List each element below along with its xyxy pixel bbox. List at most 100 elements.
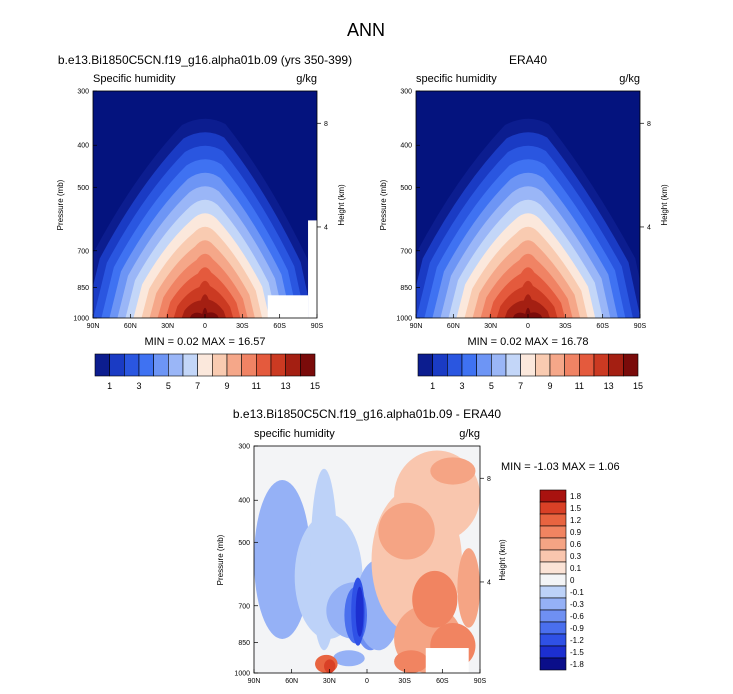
colorbar-label: 0 <box>570 576 575 585</box>
colorbar-label: 9 <box>547 381 552 391</box>
colorbar-swatch <box>285 353 301 377</box>
colorbar-label: 0.9 <box>570 528 582 537</box>
panel-diff-ylabel: Pressure (mb) <box>216 534 225 585</box>
colorbar-label: -0.9 <box>570 624 584 633</box>
x-tick-label: 90S <box>474 678 487 685</box>
contour-band <box>181 294 227 318</box>
y-tick-label: 400 <box>77 143 89 150</box>
colorbar-label: 1.2 <box>570 516 582 525</box>
colorbar-swatch <box>539 657 567 671</box>
contour-band <box>254 480 311 639</box>
colorbar-swatch <box>182 353 198 377</box>
contour-band <box>324 659 336 673</box>
x-tick-label: 30S <box>398 678 411 685</box>
y-tick-label: 300 <box>238 444 250 451</box>
panel-model-right-label: g/kg <box>296 73 317 85</box>
x-tick-label: 60S <box>436 678 449 685</box>
y-tick-label: 300 <box>400 89 412 96</box>
colorbar-swatch <box>539 597 567 611</box>
panel-obs-axes: 90N 60N 30N 0 30S 60S 90S 300 400 500 700 850 1000 8 4 <box>396 89 651 331</box>
colorbar-label: -0.6 <box>570 612 584 621</box>
colorbar-label: 7 <box>518 381 523 391</box>
y-tick-label: 400 <box>238 498 250 505</box>
y-tick-label: 400 <box>400 143 412 150</box>
colorbar-swatch <box>549 353 565 377</box>
colorbar-swatch <box>461 353 477 377</box>
colorbar-label: 1 <box>107 381 112 391</box>
colorbar-label: -1.5 <box>570 648 584 657</box>
colorbar-swatch <box>535 353 551 377</box>
contour-band <box>333 650 365 667</box>
figure-title: ANN <box>347 20 385 40</box>
y-tick-label: 1000 <box>234 671 250 678</box>
colorbar-swatch <box>539 609 567 623</box>
colorbar-label: 3 <box>459 381 464 391</box>
colorbar-label: 0.1 <box>570 564 582 573</box>
x-tick-label: 0 <box>365 678 369 685</box>
x-tick-label: 30S <box>559 323 572 330</box>
contour-band <box>412 570 458 628</box>
colorbar-label: 5 <box>166 381 171 391</box>
contour-band <box>457 548 480 628</box>
colorbar-swatch <box>539 501 567 515</box>
colorbar-swatch <box>256 353 272 377</box>
colorbar-swatch <box>564 353 580 377</box>
x-tick-label: 90N <box>87 323 100 330</box>
colorbar-label: 13 <box>604 381 614 391</box>
contour-band <box>394 650 429 673</box>
colorbar-label: 1.8 <box>570 492 582 501</box>
colorbar-label: 0.6 <box>570 540 582 549</box>
colorbar-label: -0.1 <box>570 588 584 597</box>
colorbar-swatch <box>539 645 567 659</box>
colorbar-swatch <box>520 353 536 377</box>
colorbar-swatch <box>505 353 521 377</box>
panel-model-y2label: Height (km) <box>337 184 346 226</box>
colorbar-swatch <box>226 353 242 377</box>
panel-obs-ylabel: Pressure (mb) <box>379 179 388 230</box>
colorbar-swatch <box>270 353 286 377</box>
y2-tick-label: 4 <box>487 579 491 586</box>
x-tick-label: 60S <box>596 323 609 330</box>
panel-diff-left-label: specific humidity <box>254 428 335 440</box>
panel-obs-left-label: specific humidity <box>416 73 497 85</box>
y2-tick-label: 8 <box>324 121 328 128</box>
y-tick-label: 500 <box>77 185 89 192</box>
colorbar-label: 15 <box>310 381 320 391</box>
x-tick-label: 90S <box>311 323 324 330</box>
panel-obs-title: ERA40 <box>509 53 547 67</box>
y-tick-label: 850 <box>400 285 412 292</box>
panel-obs: ERA40 specific humidity g/kg 90N 60N 30N 0 3… <box>379 53 669 391</box>
panel-obs-stats: MIN = 0.02 MAX = 16.78 <box>467 336 588 348</box>
panel-obs-y2label: Height (km) <box>660 184 669 226</box>
panel-diff: b.e13.Bi1850C5CN.f19_g16.alpha01b.09 - E… <box>216 407 620 685</box>
panel-diff-colorbar: 1.8 1.5 1.2 0.9 0.6 0.3 0.1 0 -0.1 -0.3 -0.6 -0.9 -1… <box>539 489 584 671</box>
y2-tick-label: 4 <box>324 224 328 231</box>
colorbar-swatch <box>109 353 125 377</box>
panel-model-left-label: Specific humidity <box>93 73 176 85</box>
x-tick-label: 60S <box>273 323 286 330</box>
colorbar-label: 15 <box>633 381 643 391</box>
colorbar-swatch <box>300 353 316 377</box>
missing-data-region <box>425 648 469 673</box>
x-tick-label: 0 <box>203 323 207 330</box>
colorbar-label: -1.2 <box>570 636 584 645</box>
y-tick-label: 850 <box>77 285 89 292</box>
y-tick-label: 700 <box>77 248 89 255</box>
panel-obs-colorbar: 1 3 5 7 9 11 13 15 <box>417 353 643 391</box>
panel-diff-right-label: g/kg <box>459 428 480 440</box>
colorbar-label: 11 <box>252 381 261 391</box>
colorbar-label: 1.5 <box>570 504 582 513</box>
y-tick-label: 850 <box>238 640 250 647</box>
colorbar-swatch <box>417 353 433 377</box>
colorbar-swatch <box>539 561 567 575</box>
colorbar-swatch <box>539 573 567 587</box>
colorbar-label: -1.8 <box>570 660 584 669</box>
panel-diff-axes: 90N 60N 30N 0 30S 60S 90S 300 400 500 700 850 1000 8 4 <box>234 444 491 686</box>
colorbar-swatch <box>539 621 567 635</box>
x-tick-label: 30N <box>484 323 497 330</box>
panel-model-title: b.e13.Bi1850C5CN.f19_g16.alpha01b.09 (yr… <box>58 53 352 67</box>
colorbar-swatch <box>579 353 595 377</box>
colorbar-swatch <box>623 353 639 377</box>
x-tick-label: 30S <box>236 323 249 330</box>
colorbar-swatch <box>539 549 567 563</box>
